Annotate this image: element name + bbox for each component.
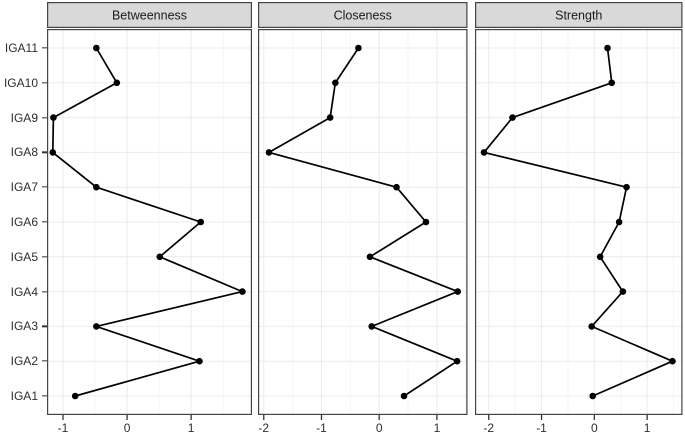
panel-border bbox=[475, 29, 683, 415]
facet-panel-strength: Strength -2 -1 0 1 bbox=[475, 2, 683, 435]
y-axis-label: IGA4 bbox=[10, 284, 38, 299]
data-point bbox=[92, 323, 100, 330]
y-tick-mark bbox=[41, 290, 47, 293]
y-tick-mark bbox=[41, 151, 47, 154]
data-point bbox=[480, 149, 488, 156]
y-axis-label: IGA8 bbox=[10, 145, 38, 160]
data-point bbox=[454, 288, 461, 295]
y-tick-mark bbox=[41, 360, 47, 362]
data-point bbox=[619, 288, 627, 295]
y-axis-label: IGA1 bbox=[10, 389, 38, 403]
data-point bbox=[92, 183, 100, 191]
data-point bbox=[615, 218, 623, 226]
data-point bbox=[589, 392, 597, 400]
y-tick-mark bbox=[41, 325, 47, 328]
facet-title: Betweenness bbox=[111, 9, 186, 23]
facet-strip bbox=[258, 2, 468, 28]
data-point bbox=[509, 114, 516, 121]
data-point bbox=[332, 79, 339, 87]
x-tick-label: 1 bbox=[187, 421, 194, 435]
y-tick-mark bbox=[41, 186, 47, 188]
data-point bbox=[400, 392, 408, 400]
y-axis-label: IGA5 bbox=[10, 249, 38, 264]
facet-title: Closeness bbox=[334, 9, 392, 23]
facet-panel-closeness: Closeness -2 -1 0 1 bbox=[258, 2, 468, 435]
x-tick-label: 0 bbox=[591, 421, 598, 435]
y-tick-mark bbox=[41, 221, 47, 223]
data-point bbox=[453, 357, 461, 365]
facet-panel-betweenness: Betweenness -1 0 1 bbox=[46, 2, 252, 435]
y-axis-label: IGA2 bbox=[10, 354, 38, 369]
x-tick-label: -1 bbox=[316, 421, 327, 435]
data-point bbox=[48, 149, 56, 156]
data-point bbox=[596, 253, 604, 261]
x-tick-label: -1 bbox=[57, 421, 68, 435]
y-axis-label: IGA6 bbox=[10, 215, 38, 229]
data-point bbox=[368, 323, 375, 330]
data-point bbox=[608, 79, 616, 87]
y-axis-label: IGA7 bbox=[10, 180, 38, 195]
y-tick-mark bbox=[41, 47, 47, 49]
data-point bbox=[265, 149, 273, 156]
x-tick-label: 1 bbox=[434, 421, 441, 435]
y-tick-mark bbox=[41, 256, 47, 258]
panel-border bbox=[258, 29, 468, 415]
data-point bbox=[49, 114, 57, 121]
y-tick-mark bbox=[41, 116, 47, 119]
data-point bbox=[422, 218, 430, 226]
data-point bbox=[623, 183, 630, 191]
x-tick-label: -2 bbox=[483, 421, 494, 435]
x-tick-label: 0 bbox=[376, 421, 383, 435]
data-point bbox=[113, 79, 120, 87]
y-axis-label: IGA3 bbox=[10, 319, 38, 334]
panel-border bbox=[46, 29, 252, 415]
data-point bbox=[588, 323, 595, 330]
x-tick-label: 0 bbox=[123, 421, 130, 435]
data-point bbox=[366, 253, 374, 261]
x-tick-label: -2 bbox=[258, 421, 269, 435]
data-point bbox=[196, 218, 204, 226]
x-tick-label: -1 bbox=[536, 421, 547, 435]
y-tick-mark bbox=[41, 395, 47, 397]
data-point bbox=[326, 114, 334, 121]
facet-strip bbox=[475, 2, 683, 28]
data-point bbox=[604, 44, 611, 52]
data-point bbox=[92, 44, 100, 52]
y-tick-mark bbox=[41, 82, 47, 84]
y-axis-label: IGA9 bbox=[10, 110, 38, 125]
y-axis-label: IGA11 bbox=[4, 41, 38, 55]
facet-strip bbox=[46, 2, 252, 28]
data-point bbox=[355, 44, 362, 52]
data-point bbox=[393, 183, 400, 191]
data-point bbox=[195, 357, 203, 365]
x-tick-label: 1 bbox=[644, 421, 651, 435]
data-point bbox=[238, 288, 246, 295]
data-point bbox=[155, 253, 163, 261]
data-point bbox=[71, 392, 78, 400]
data-point bbox=[669, 357, 676, 365]
y-axis-label: IGA10 bbox=[3, 75, 38, 90]
facet-title: Strength bbox=[555, 9, 602, 23]
